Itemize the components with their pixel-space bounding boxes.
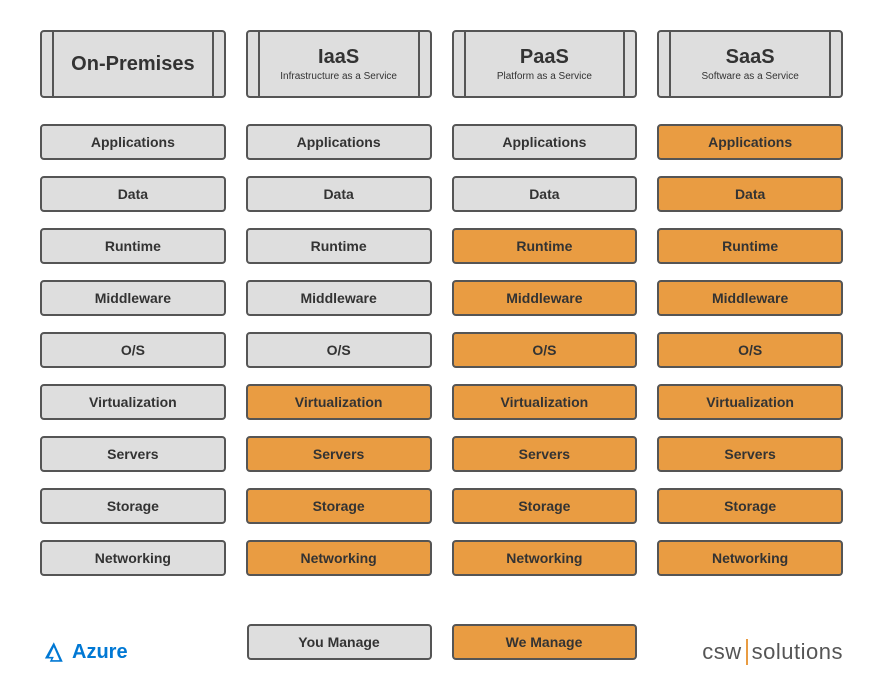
layer-cell: O/S [40, 332, 226, 368]
column-header: SaaS Software as a Service [657, 30, 843, 98]
layer-cell: Storage [452, 488, 638, 524]
layer-cell: Applications [657, 124, 843, 160]
layer-cell: Networking [657, 540, 843, 576]
layer-cell: Runtime [452, 228, 638, 264]
layer-cell: Middleware [452, 280, 638, 316]
layer-cell: Data [246, 176, 432, 212]
column-header: PaaS Platform as a Service [452, 30, 638, 98]
layer-cell: Storage [657, 488, 843, 524]
layer-cell: Virtualization [40, 384, 226, 420]
layer-cell: Data [40, 176, 226, 212]
layer-cell: Storage [246, 488, 432, 524]
column-title: SaaS [726, 46, 775, 69]
service-model-grid: On-Premises Applications Data Runtime Middle… [40, 30, 843, 592]
layer-cell: Runtime [657, 228, 843, 264]
column-subtitle: Software as a Service [701, 71, 798, 82]
column-paas: PaaS Platform as a Service Applications Dat… [452, 30, 638, 592]
layer-cell: O/S [246, 332, 432, 368]
layer-cell: Middleware [246, 280, 432, 316]
layer-cell: Applications [40, 124, 226, 160]
layer-cell: Applications [452, 124, 638, 160]
legend-row: You Manage We Manage [40, 624, 843, 660]
layer-cell: Networking [40, 540, 226, 576]
layer-cell: Servers [246, 436, 432, 472]
layer-cell: Virtualization [657, 384, 843, 420]
layer-cell: Virtualization [452, 384, 638, 420]
column-subtitle: Platform as a Service [497, 71, 592, 82]
column-title: PaaS [520, 46, 569, 69]
layer-cell: Virtualization [246, 384, 432, 420]
layer-cell: Networking [246, 540, 432, 576]
layer-cell: Data [452, 176, 638, 212]
layer-cell: Runtime [40, 228, 226, 264]
legend-you-manage: You Manage [247, 624, 432, 660]
column-header: On-Premises [40, 30, 226, 98]
layer-cell: Middleware [40, 280, 226, 316]
layer-cell: O/S [657, 332, 843, 368]
layer-cell: Networking [452, 540, 638, 576]
column-subtitle: Infrastructure as a Service [280, 71, 397, 82]
layer-cell: Storage [40, 488, 226, 524]
column-iaas: IaaS Infrastructure as a Service Applicati… [246, 30, 432, 592]
layer-cell: Servers [40, 436, 226, 472]
layer-cell: Middleware [657, 280, 843, 316]
column-on-premises: On-Premises Applications Data Runtime Middle… [40, 30, 226, 592]
column-saas: SaaS Software as a Service Applications Dat… [657, 30, 843, 592]
layer-cell: Servers [657, 436, 843, 472]
layer-cell: Servers [452, 436, 638, 472]
column-title: On-Premises [71, 53, 194, 76]
layer-cell: Runtime [246, 228, 432, 264]
column-header: IaaS Infrastructure as a Service [246, 30, 432, 98]
layer-cell: O/S [452, 332, 638, 368]
layer-cell: Data [657, 176, 843, 212]
layer-cell: Applications [246, 124, 432, 160]
column-title: IaaS [318, 46, 359, 69]
legend-we-manage: We Manage [452, 624, 637, 660]
